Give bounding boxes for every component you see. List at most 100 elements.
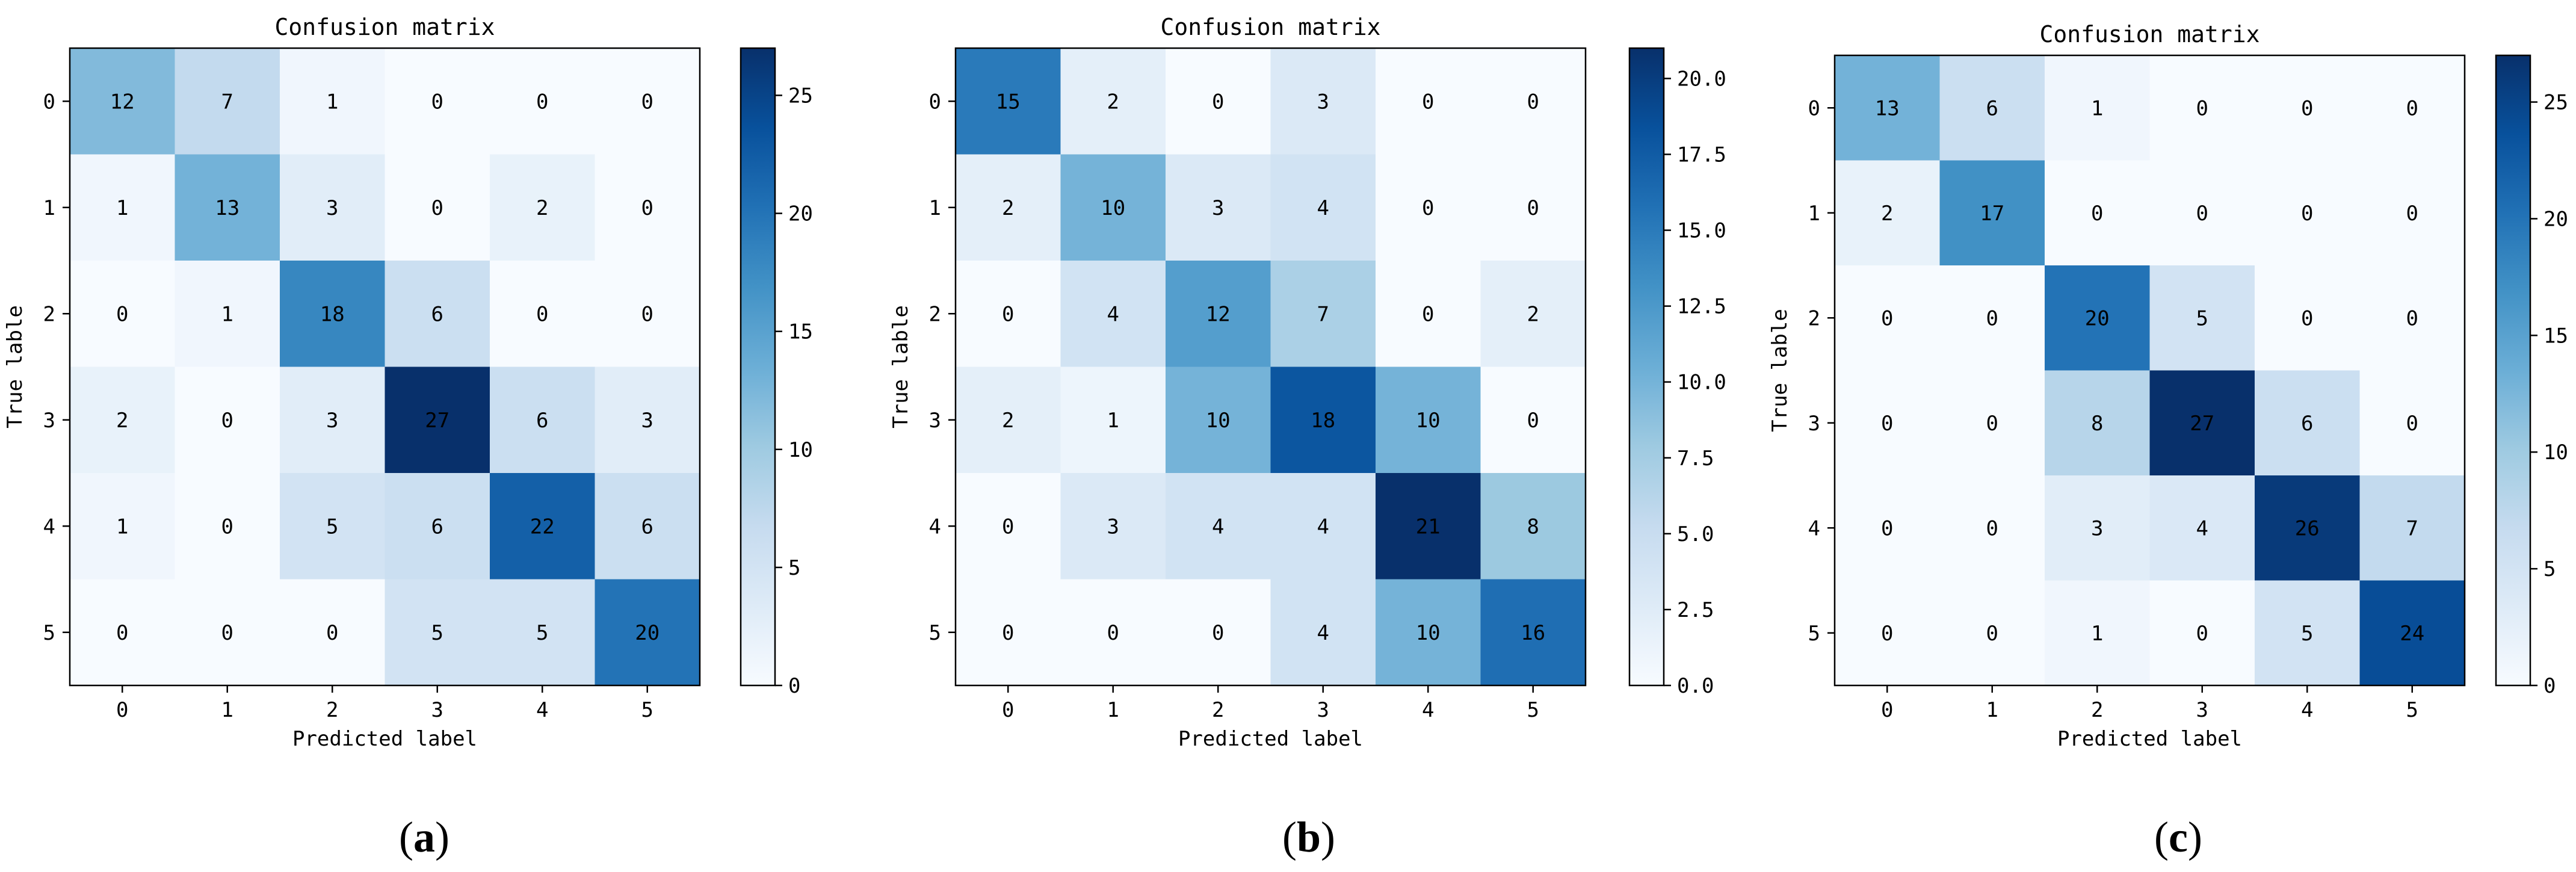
y-tick-label: 4	[929, 515, 941, 539]
matrix-cell	[1060, 261, 1166, 368]
plot-frame	[1833, 54, 2466, 687]
cell-value-label: 8	[2091, 412, 2103, 436]
cell-value-label: 16	[1521, 621, 1545, 645]
matrix-cell	[2045, 55, 2151, 161]
colorbar-tick-label: 10	[788, 438, 813, 462]
cell-value-label: 8	[1527, 515, 1539, 539]
cell-value-label: 18	[1311, 409, 1335, 433]
cell-value-label: 17	[1980, 202, 2004, 226]
matrix-cell	[2359, 55, 2465, 161]
matrix-cell	[490, 473, 596, 580]
matrix-cell	[1060, 473, 1166, 580]
matrix-cell	[595, 48, 700, 155]
x-tick-label: 4	[1422, 698, 1434, 722]
cell-value-label: 4	[1212, 515, 1224, 539]
matrix-cell	[1835, 475, 1941, 581]
x-tick-label: 0	[116, 698, 128, 722]
matrix-cell	[70, 366, 176, 474]
x-axis-label: Predicted label	[292, 727, 477, 751]
cell-value-label: 0	[2406, 412, 2418, 436]
cell-value-label: 10	[1206, 409, 1231, 433]
matrix-cell	[2149, 160, 2255, 266]
colorbar	[1628, 47, 1665, 687]
cell-value-label: 0	[1881, 412, 1893, 436]
colorbar	[740, 47, 776, 687]
matrix-cell	[175, 261, 280, 368]
cell-value-label: 0	[1881, 516, 1893, 540]
cell-value-label: 0	[2406, 96, 2418, 120]
y-axis-label: True lable	[889, 305, 913, 428]
cell-value-label: 2	[1527, 302, 1539, 326]
cell-value-label: 2	[1002, 196, 1014, 220]
cell-value-label: 0	[2091, 202, 2103, 226]
cell-value-label: 7	[1317, 302, 1329, 326]
y-tick-label: 3	[43, 409, 55, 433]
cell-value-label: 21	[1416, 515, 1441, 539]
matrix-cell	[1166, 579, 1271, 686]
matrix-cell	[385, 154, 490, 261]
cell-value-label: 2	[1881, 202, 1893, 226]
cell-value-label: 27	[425, 409, 449, 433]
cell-value-label: 0	[1986, 622, 1998, 646]
matrix-cell	[1939, 475, 2045, 581]
y-tick-label: 1	[1808, 202, 1820, 226]
cell-value-label: 0	[2196, 96, 2208, 120]
matrix-cell	[1376, 261, 1481, 368]
matrix-cell	[175, 154, 280, 261]
cell-value-label: 0	[221, 515, 233, 539]
colorbar-tick-label: 20	[2544, 207, 2568, 231]
matrix-cell	[595, 261, 700, 368]
cell-value-label: 5	[536, 621, 548, 645]
cell-value-label: 0	[1986, 516, 1998, 540]
cell-value-label: 3	[1212, 196, 1224, 220]
x-tick-label: 1	[1107, 698, 1119, 722]
matrix-cell	[1270, 261, 1376, 368]
y-tick-label: 2	[43, 302, 55, 326]
matrix-cell	[1835, 370, 1941, 476]
colorbar-tick-label: 0.0	[1677, 674, 1714, 698]
cell-value-label: 6	[536, 409, 548, 433]
matrix-cell	[2359, 160, 2465, 266]
matrix-cell	[1060, 579, 1166, 686]
matrix-cell	[1376, 366, 1481, 474]
matrix-cell	[1480, 473, 1586, 580]
matrix-cell	[385, 366, 490, 474]
cell-value-label: 0	[2406, 202, 2418, 226]
matrix-cell	[1060, 366, 1166, 474]
matrix-cell	[490, 579, 596, 686]
matrix-cell	[956, 261, 1061, 368]
matrix-cell	[2149, 265, 2255, 371]
cell-value-label: 0	[1422, 90, 1434, 114]
colorbar-tick-label: 5.0	[1677, 522, 1714, 546]
matrix-cell	[1166, 261, 1271, 368]
cell-value-label: 1	[2091, 622, 2103, 646]
cell-value-label: 3	[641, 409, 653, 433]
cell-value-label: 27	[2190, 412, 2214, 436]
matrix-cell	[490, 154, 596, 261]
matrix-cell	[956, 154, 1061, 261]
x-tick-label: 3	[1317, 698, 1329, 722]
matrix-cell	[1270, 154, 1376, 261]
cell-value-label: 0	[1881, 622, 1893, 646]
colorbar-tick-label: 5	[788, 556, 800, 580]
y-tick-label: 2	[929, 302, 941, 326]
matrix-cell	[1166, 473, 1271, 580]
colorbar-tick-label: 7.5	[1677, 447, 1714, 471]
y-tick-label: 3	[1808, 412, 1820, 436]
panel-caption: (a)	[399, 813, 449, 861]
cell-value-label: 20	[2085, 306, 2110, 330]
cell-value-label: 15	[996, 90, 1021, 114]
matrix-cell	[70, 154, 176, 261]
matrix-cell	[1480, 154, 1586, 261]
matrix-cell	[1060, 48, 1166, 155]
matrix-cell	[2045, 475, 2151, 581]
chart-title: Confusion matrix	[2039, 21, 2259, 48]
x-tick-label: 3	[431, 698, 443, 722]
x-tick-label: 5	[641, 698, 653, 722]
x-tick-label: 4	[2301, 698, 2313, 722]
matrix-cell	[2255, 580, 2361, 686]
x-tick-label: 2	[326, 698, 338, 722]
matrix-cell	[1939, 370, 2045, 476]
cell-value-label: 0	[431, 90, 443, 114]
chart-title: Confusion matrix	[1160, 14, 1380, 40]
